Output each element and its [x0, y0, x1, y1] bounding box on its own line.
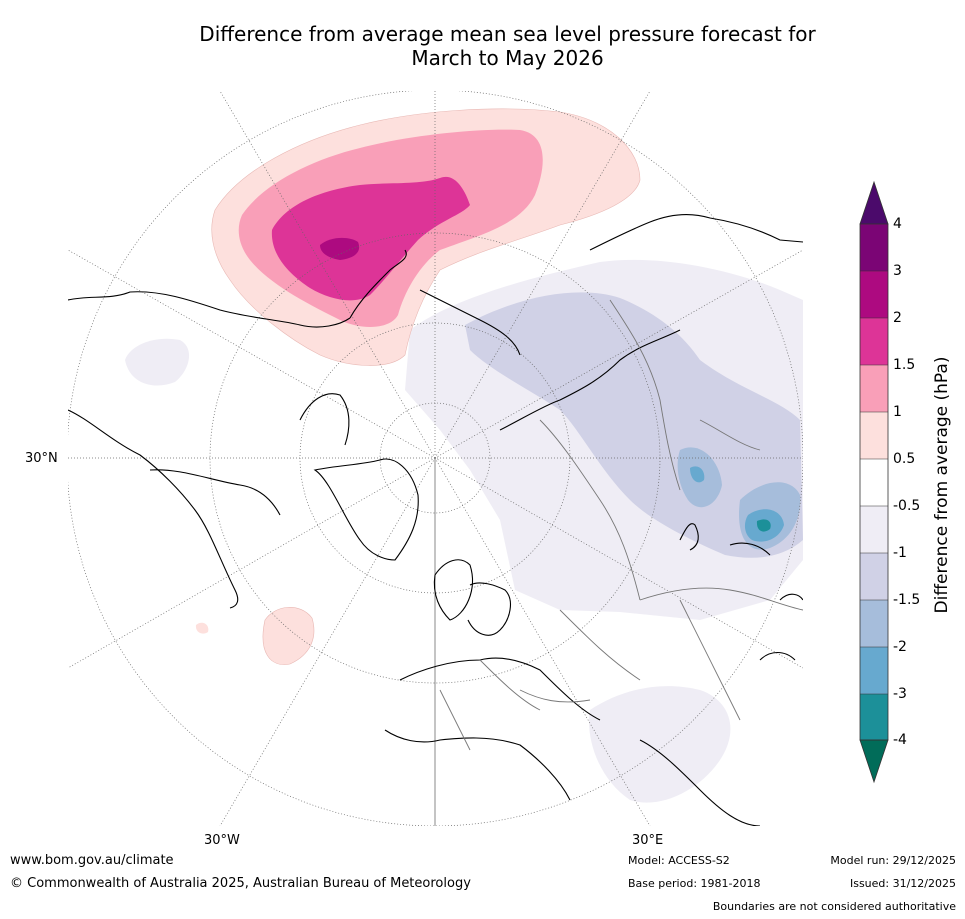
anomaly-region-siberia-core — [690, 466, 705, 483]
anomaly-region-east-siberia-peak — [756, 519, 771, 532]
colorbar-label: 4 — [893, 216, 902, 232]
colorbar-title: Difference from average (hPa) — [932, 356, 952, 614]
colorbar-label: -1.5 — [893, 592, 921, 608]
base-period: Base period: 1981-2018 — [628, 877, 761, 890]
colorbar-label: 2 — [893, 310, 902, 326]
colorbar-label: -4 — [893, 732, 907, 748]
anomaly-region-atlantic-small — [195, 622, 209, 634]
colorbar-label: 1 — [893, 404, 902, 420]
colorbar-label: -3 — [893, 686, 907, 702]
anomaly-region-west-pacific-weak — [125, 338, 190, 386]
colorbar-label: 1.5 — [893, 357, 916, 373]
coastlines — [68, 213, 803, 826]
map-title: Difference from average mean sea level p… — [199, 22, 816, 46]
colorbar-label: -2 — [893, 639, 907, 655]
copyright-text: © Commonwealth of Australia 2025, Austra… — [10, 876, 471, 891]
anomaly-region-north-pacific-peak — [320, 237, 360, 260]
anomaly-region-mid-atlantic — [262, 607, 315, 665]
issued-date: Issued: 31/12/2025 — [849, 877, 956, 890]
anomaly-region-north-pacific-strong — [271, 176, 470, 301]
colorbar-label: 3 — [893, 263, 902, 279]
meridian-label-30w: 30°W — [204, 833, 240, 848]
meridian-label-30e: 30°E — [632, 833, 664, 848]
country-borders — [439, 299, 803, 751]
boundaries-disclaimer: Boundaries are not considered authoritat… — [712, 900, 956, 913]
colorbar-label: 0.5 — [893, 451, 916, 467]
website-link[interactable]: www.bom.gov.au/climate — [10, 853, 174, 868]
model-run-date: Model run: 29/12/2025 — [830, 854, 956, 867]
parallel-label-30n: 30°N — [25, 451, 58, 466]
map-subtitle: March to May 2026 — [411, 46, 604, 70]
colorbar-label: -1 — [893, 545, 907, 561]
model-name: Model: ACCESS-S2 — [628, 854, 730, 867]
colorbar-label: -0.5 — [893, 498, 921, 514]
